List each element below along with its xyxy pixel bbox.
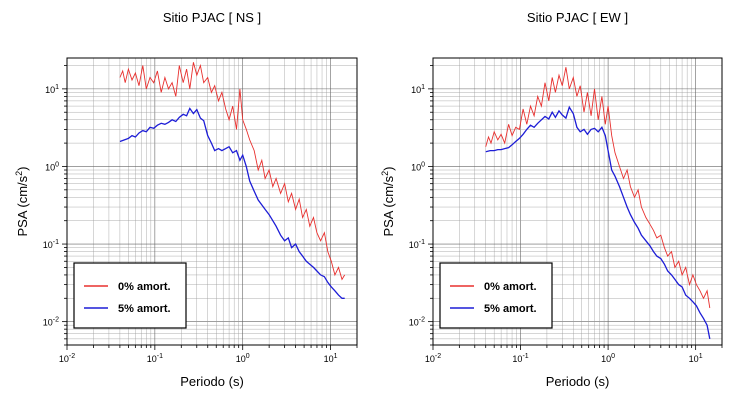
y-tick-base: 10	[43, 318, 53, 328]
plot-frame	[66, 57, 358, 346]
y-tick-base: 10	[411, 162, 421, 172]
legend-label: 0% amort.	[118, 281, 171, 293]
y-tick-base: 10	[43, 240, 53, 250]
x-tick-base: 10	[512, 354, 522, 364]
y-tick-exponent: 0	[55, 161, 59, 168]
x-tick-exponent: -2	[69, 353, 75, 360]
tick-marks	[62, 65, 358, 350]
y-tick-label: 100	[45, 161, 59, 172]
series-line-undamped	[119, 62, 346, 281]
y-tick-label: 10-1	[409, 239, 425, 250]
x-tick-base: 10	[601, 354, 611, 364]
x-tick-exponent: -1	[157, 353, 163, 360]
x-tick-label: 100	[236, 353, 250, 364]
y-tick-label: 10-2	[43, 317, 59, 328]
x-tick-base: 10	[147, 354, 157, 364]
x-tick-label: 10-2	[425, 353, 441, 364]
x-tick-label: 10-2	[59, 353, 75, 364]
tick-marks	[428, 65, 723, 350]
x-tick-exponent: -1	[522, 353, 528, 360]
x-tick-label: 10-1	[512, 353, 528, 364]
x-tick-exponent: 1	[699, 353, 703, 360]
y-tick-exponent: -2	[419, 317, 425, 324]
x-tick-label: 100	[601, 353, 615, 364]
x-tick-base: 10	[425, 354, 435, 364]
y-tick-base: 10	[409, 240, 419, 250]
series-line-undamped	[485, 67, 711, 309]
chart-title: Sitio PJAC [ NS ]	[163, 10, 261, 25]
y-axis-label: PSA (cm/s2)	[380, 166, 396, 236]
y-tick-label: 10-1	[43, 239, 59, 250]
y-axis-label-text: PSA (cm/s	[381, 175, 396, 236]
y-axis-label-text: PSA (cm/s	[15, 175, 30, 236]
y-tick-label: 10-2	[409, 317, 425, 328]
x-axis-label: Periodo (s)	[180, 374, 244, 389]
y-tick-base: 10	[409, 318, 419, 328]
series-line-damped	[485, 105, 711, 340]
y-axis-label-superscript: 2	[14, 171, 24, 176]
y-axis-label-superscript: 2	[380, 171, 390, 176]
legend: 0% amort. 5% amort.	[73, 262, 187, 329]
legend: 0% amort. 5% amort.	[439, 262, 553, 329]
x-tick-base: 10	[689, 354, 699, 364]
x-tick-exponent: 0	[611, 353, 615, 360]
x-tick-exponent: -2	[435, 353, 441, 360]
x-tick-label: 101	[689, 353, 703, 364]
legend-label: 5% amort.	[484, 303, 537, 315]
x-tick-label: 10-1	[147, 353, 163, 364]
y-tick-base: 10	[45, 85, 55, 95]
plot-frame	[432, 57, 723, 346]
y-tick-exponent: -1	[419, 239, 425, 246]
y-axis-label-close: )	[381, 166, 396, 170]
x-tick-exponent: 1	[334, 353, 338, 360]
legend-box	[439, 262, 553, 329]
y-axis-label-close: )	[15, 166, 30, 170]
x-tick-base: 10	[324, 354, 334, 364]
x-tick-label: 101	[324, 353, 338, 364]
y-axis-label: PSA (cm/s2)	[14, 166, 30, 236]
y-tick-exponent: -2	[53, 317, 59, 324]
y-tick-label: 101	[411, 84, 425, 95]
legend-box	[73, 262, 187, 329]
y-tick-exponent: 1	[421, 84, 425, 91]
y-tick-base: 10	[411, 85, 421, 95]
x-tick-base: 10	[236, 354, 246, 364]
chart-title: Sitio PJAC [ EW ]	[527, 10, 628, 25]
y-tick-exponent: 1	[55, 84, 59, 91]
series-line-damped	[119, 107, 345, 299]
y-tick-exponent: -1	[53, 239, 59, 246]
x-tick-base: 10	[59, 354, 69, 364]
legend-label: 0% amort.	[484, 281, 537, 293]
legend-label: 5% amort.	[118, 303, 171, 315]
x-axis-label: Periodo (s)	[546, 374, 610, 389]
y-tick-label: 101	[45, 84, 59, 95]
y-tick-base: 10	[45, 162, 55, 172]
x-tick-exponent: 0	[246, 353, 250, 360]
y-tick-exponent: 0	[421, 161, 425, 168]
y-tick-label: 100	[411, 161, 425, 172]
